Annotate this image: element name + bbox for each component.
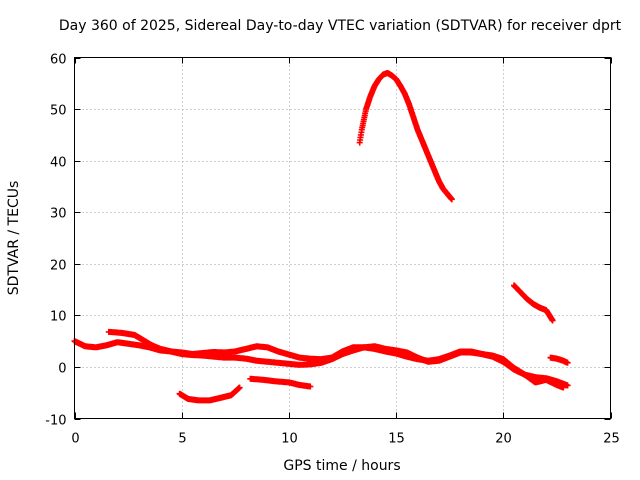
series-track-7 (547, 354, 571, 366)
series-track-6 (511, 282, 556, 324)
x-tick-label: 5 (178, 432, 186, 447)
series-track-5 (356, 70, 455, 203)
data-point-markers (356, 70, 455, 203)
series-track-2 (105, 328, 567, 391)
y-tick-label: 0 (58, 362, 66, 377)
y-tick-label: -10 (45, 414, 66, 429)
series-track-4 (247, 375, 314, 390)
y-tick-label: 50 (50, 104, 67, 119)
x-tick-label: 15 (388, 432, 405, 447)
grid-lines (74, 57, 611, 419)
data-point-markers (105, 328, 567, 391)
data-points (71, 70, 571, 404)
series-track-3 (176, 384, 243, 404)
y-tick-label: 30 (50, 207, 67, 222)
plot-frame (74, 57, 611, 419)
data-point-markers (547, 354, 571, 366)
data-point-markers (511, 282, 556, 324)
x-tick-label: 25 (603, 432, 620, 447)
y-axis-label: SDTVAR / TECUs (6, 181, 22, 296)
y-tick-label: 10 (50, 310, 67, 325)
y-tick-label: 20 (50, 259, 67, 274)
chart-title: Day 360 of 2025, Sidereal Day-to-day VTE… (58, 18, 622, 34)
x-tick-label: 20 (495, 432, 512, 447)
x-tick-label: 10 (281, 432, 298, 447)
y-tick-label: 40 (50, 156, 67, 171)
x-tick-label: 0 (71, 432, 79, 447)
data-point-markers (247, 375, 314, 390)
y-tick-label: 60 (50, 53, 67, 68)
data-point-markers (176, 384, 243, 404)
axis-ticks: -10 0 10 20 30 40 50 60 0 5 10 15 20 25 (45, 53, 620, 447)
x-axis-label: GPS time / hours (283, 458, 400, 474)
